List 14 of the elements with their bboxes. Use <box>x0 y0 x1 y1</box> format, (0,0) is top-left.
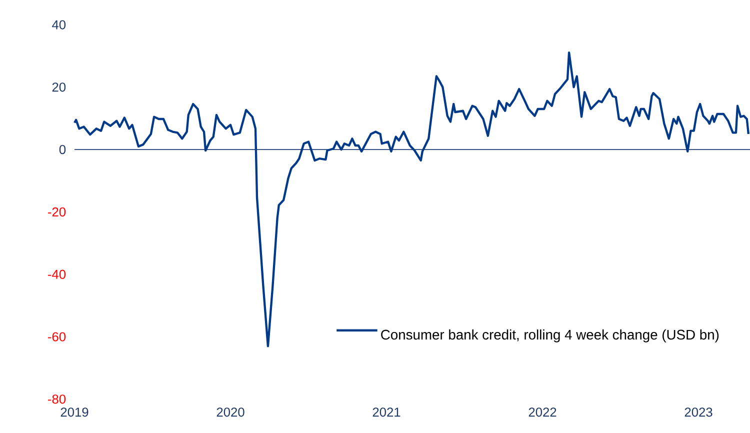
x-tick-label: 2019 <box>60 408 88 417</box>
y-tick-label: 40 <box>52 20 66 30</box>
line-series <box>73 52 750 348</box>
y-tick-label: 0 <box>59 145 66 154</box>
y-tick-label: 20 <box>52 82 66 92</box>
x-tick-label: 2021 <box>372 408 400 417</box>
y-tick-label: -20 <box>48 207 66 217</box>
x-tick-label: 2023 <box>684 408 712 417</box>
x-tick-label: 2022 <box>528 408 556 417</box>
y-tick-label: -60 <box>48 332 66 342</box>
legend-label: Consumer bank credit, rolling 4 week change (USD bn) <box>381 330 719 342</box>
y-tick-label: -80 <box>48 394 66 404</box>
x-tick-label: 2020 <box>216 408 244 417</box>
y-tick-label: -40 <box>48 270 66 279</box>
